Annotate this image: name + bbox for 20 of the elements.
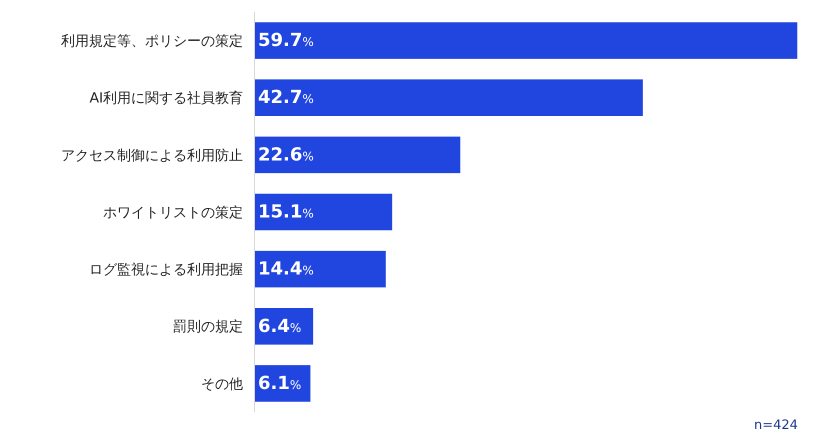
text: n=424 (754, 418, 798, 433)
bar (255, 250, 386, 288)
y-tick-label: 利用規定等、ポリシーの策定 (61, 33, 244, 50)
y-tick-label: ホワイトリストの策定 (103, 204, 244, 221)
data-label: 6.4% (258, 316, 302, 337)
bar (255, 136, 460, 174)
bar (255, 22, 798, 59)
data-label: 15.1% (258, 202, 314, 222)
data-label: 42.7% (258, 87, 314, 108)
bar (255, 194, 392, 230)
y-tick-label: アクセス制御による利用防止 (61, 148, 244, 164)
data-label: 59.7% (258, 30, 314, 52)
y-tick-label: ログ監視による利用把握 (89, 262, 244, 278)
y-tick-label: その他 (201, 376, 244, 392)
data-label: 22.6% (258, 144, 314, 166)
y-tick-label: 罰則の規定 (173, 319, 244, 336)
bar (255, 79, 643, 116)
y-tick-label: AI利用に関する社員教育 (89, 90, 244, 107)
data-label: 14.4% (258, 258, 314, 280)
data-label: 6.1% (258, 372, 302, 394)
